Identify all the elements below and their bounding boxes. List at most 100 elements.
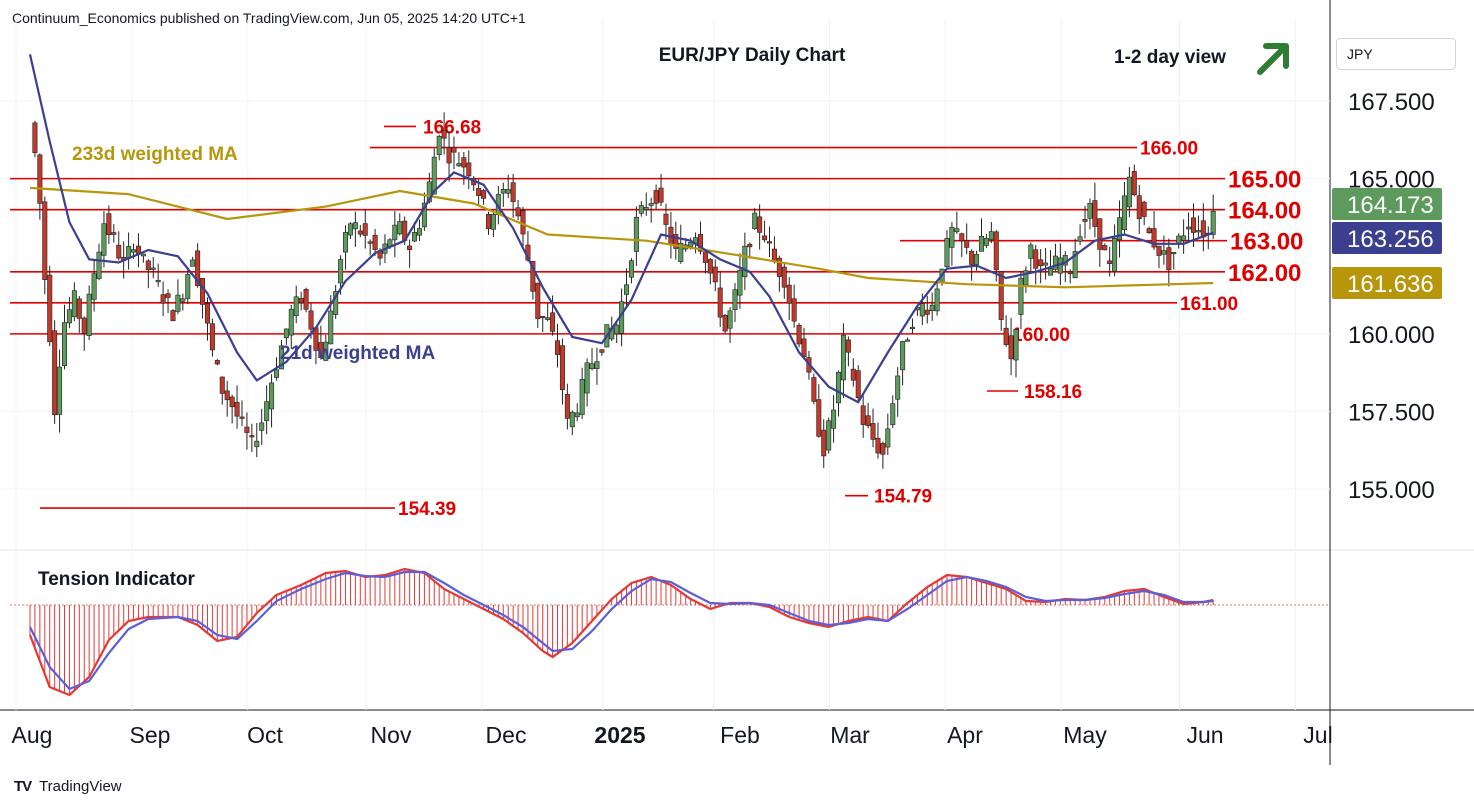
x-tick-label: Nov — [371, 722, 412, 748]
candle-down — [1141, 201, 1147, 217]
level-label-160-00: 160.00 — [1012, 325, 1070, 346]
candle-up — [614, 324, 620, 335]
candles-group — [32, 112, 1216, 469]
x-tick-label: Dec — [486, 722, 527, 748]
candle-down — [762, 235, 768, 241]
candle-down — [362, 223, 368, 236]
candle-up — [1048, 268, 1054, 276]
price-box-label-163-256: 163.256 — [1347, 226, 1434, 253]
candle-up — [983, 238, 989, 246]
candle-down — [1038, 259, 1044, 267]
candle-down — [145, 260, 151, 271]
candle-up — [1186, 226, 1192, 230]
candle-up — [905, 339, 911, 342]
x-tick-label: Oct — [247, 722, 283, 748]
x-tick-label: Jul — [1303, 722, 1332, 748]
candle-up — [269, 382, 275, 410]
candle-down — [32, 122, 38, 153]
ma-21-line — [28, 54, 1214, 404]
candle-up — [900, 341, 906, 371]
candle-down — [850, 368, 856, 381]
candle-down — [766, 241, 772, 244]
candle-down — [357, 230, 363, 235]
candle-up — [978, 235, 984, 252]
extreme-label-154-39: 154.39 — [398, 499, 456, 520]
candle-down — [559, 345, 565, 391]
candle-down — [855, 370, 861, 399]
candle-up — [421, 202, 427, 228]
candle-up — [628, 260, 634, 278]
candle-down — [658, 187, 664, 203]
candle-up — [569, 411, 575, 428]
candle-down — [451, 146, 457, 153]
candle-down — [441, 129, 447, 139]
candle-up — [1013, 329, 1019, 361]
candle-up — [648, 203, 654, 206]
candle-up — [643, 206, 649, 210]
candle-down — [663, 213, 669, 225]
candle-up — [66, 309, 72, 324]
currency-selector[interactable]: JPY — [1336, 38, 1456, 70]
candle-up — [150, 267, 156, 270]
candle-down — [209, 323, 215, 351]
level-label-166-00: 166.00 — [1140, 139, 1198, 160]
x-tick-label: Apr — [947, 722, 983, 748]
candle-up — [826, 420, 832, 451]
x-tick-label: 2025 — [594, 722, 645, 748]
y-tick-label: 155.000 — [1348, 477, 1435, 504]
candle-up — [895, 375, 901, 400]
ma-233-line — [29, 186, 1214, 289]
candle-down — [1033, 249, 1039, 269]
candle-up — [71, 290, 77, 318]
up-arrow-shaft — [1257, 47, 1285, 75]
candle-down — [1151, 228, 1157, 248]
candle-up — [579, 378, 585, 415]
candle-up — [62, 322, 68, 367]
up-arrow-icon — [1257, 43, 1289, 75]
candle-up — [352, 222, 358, 230]
candle-down — [786, 284, 792, 304]
candle-down — [969, 250, 975, 265]
candle-down — [791, 298, 797, 322]
candle-down — [964, 240, 970, 248]
candle-down — [170, 310, 176, 322]
candle-down — [318, 342, 324, 359]
candle-up — [954, 228, 960, 233]
candle-down — [993, 231, 999, 271]
price-box-164-173 — [1332, 188, 1442, 220]
candle-down — [599, 349, 605, 353]
candle-up — [545, 317, 551, 320]
candle-down — [229, 396, 235, 408]
candle-down — [781, 266, 787, 288]
candle-down — [535, 282, 541, 319]
candle-down — [303, 288, 309, 310]
candle-up — [86, 293, 92, 336]
candle-up — [831, 409, 837, 429]
candle-down — [111, 232, 117, 235]
x-tick-label: May — [1063, 722, 1107, 748]
candle-down — [1190, 217, 1196, 233]
candle-down — [476, 188, 482, 196]
candle-down — [244, 426, 250, 433]
candle-up — [500, 189, 506, 194]
candle-up — [1087, 202, 1093, 219]
candle-down — [821, 429, 827, 457]
candle-down — [998, 271, 1004, 320]
candle-up — [742, 245, 748, 278]
level-label-162-00: 162.00 — [1228, 260, 1301, 287]
candle-down — [446, 147, 452, 164]
tradingview-brand[interactable]: TV TradingView — [14, 778, 122, 795]
candle-up — [929, 304, 935, 312]
y-tick-label: 160.000 — [1348, 322, 1435, 349]
candle-up — [589, 363, 595, 369]
candle-up — [333, 291, 339, 315]
candle-up — [91, 273, 97, 300]
price-box-label-161-636: 161.636 — [1347, 271, 1434, 298]
x-tick-label: Jun — [1186, 722, 1223, 748]
tension-indicator-title: Tension Indicator — [38, 569, 196, 590]
level-label-161-00: 161.00 — [1180, 294, 1238, 315]
candle-down — [801, 338, 807, 358]
candle-down — [481, 190, 487, 199]
